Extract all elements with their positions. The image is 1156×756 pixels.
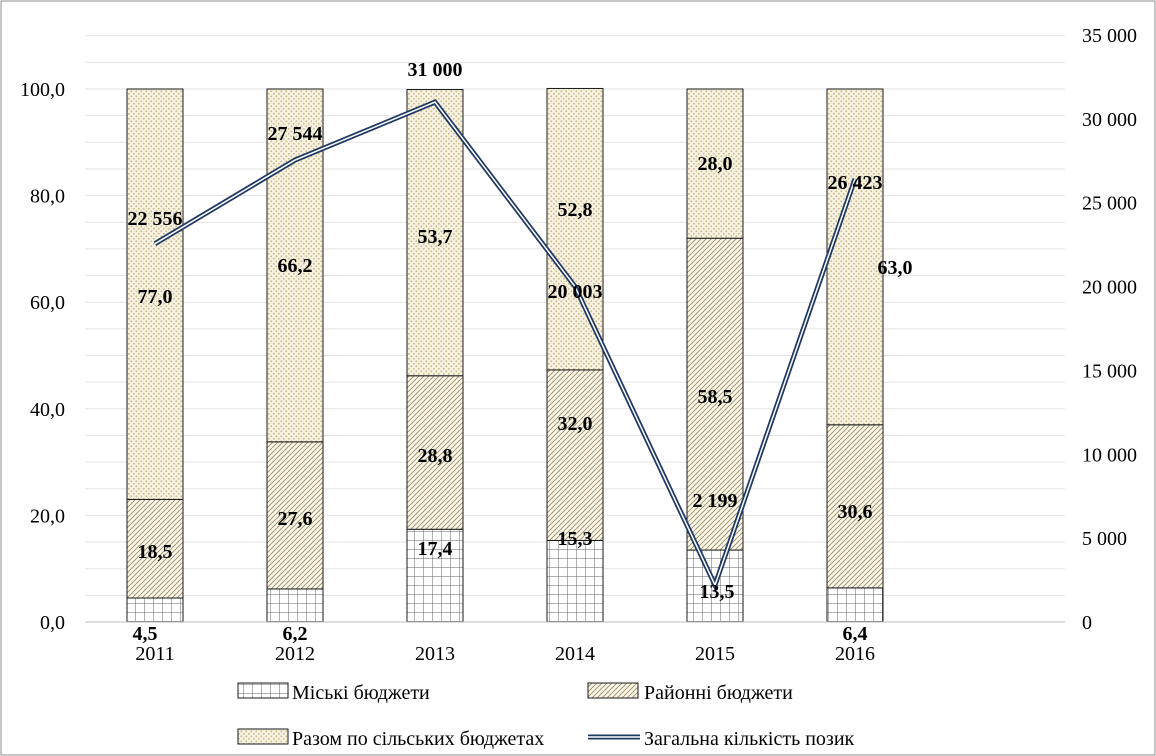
bar-segment <box>126 597 184 623</box>
legend-label: Районні бюджети <box>644 682 793 704</box>
bar-segment <box>266 88 324 443</box>
y-left-tick-label: 20,0 <box>30 505 65 527</box>
line-point-label: 20 003 <box>548 281 603 303</box>
bar-label: 28,8 <box>418 445 453 467</box>
bar-segment <box>826 88 884 426</box>
legend: Міські бюджети Районні бюджети Разом по сі… <box>237 682 855 750</box>
y-left-tick-label: 80,0 <box>30 186 65 208</box>
bar-label: 17,4 <box>418 538 453 560</box>
line-point-label: 2 199 <box>693 490 738 512</box>
legend-swatch <box>237 728 289 745</box>
x-tick-label: 2015 <box>695 643 735 665</box>
bar-segment <box>546 369 604 541</box>
data-labels: 4,5 6,2 17,4 15,3 13,5 6,4 18,5 27,6 28,8 32,0 58,… <box>128 59 913 645</box>
y-left-tick-label: 0,0 <box>40 612 65 634</box>
line-point-label: 31 000 <box>408 59 463 81</box>
bar-segment <box>546 539 604 623</box>
bar-segment <box>406 375 464 530</box>
bar-label: 66,2 <box>278 255 313 277</box>
x-tick-label: 2011 <box>135 643 174 665</box>
x-tick-label: 2014 <box>555 643 595 665</box>
bar-label: 53,7 <box>418 226 453 248</box>
bar-label: 15,3 <box>558 528 593 550</box>
bar-segment <box>826 587 884 623</box>
y-right-tick-label: 10 000 <box>1082 444 1137 466</box>
y-left-tick-label: 40,0 <box>30 399 65 421</box>
y-right-tick-label: 25 000 <box>1082 193 1137 215</box>
y-left-tick-label: 60,0 <box>30 292 65 314</box>
legend-swatch <box>587 682 639 699</box>
bar-label: 28,0 <box>698 153 733 175</box>
y-right-tick-label: 35 000 <box>1082 25 1137 47</box>
line-point-label: 27 544 <box>268 123 323 145</box>
bar-label: 77,0 <box>138 286 173 308</box>
legend-label: Разом по сільських бюджетах <box>292 728 544 750</box>
bar-label: 27,6 <box>278 508 313 530</box>
y-right-tick-label: 15 000 <box>1082 360 1137 382</box>
bar-label: 58,5 <box>698 386 733 408</box>
bar-segment <box>266 441 324 590</box>
bar-segment <box>406 89 464 377</box>
bar-segment <box>826 424 884 589</box>
bar-label: 30,6 <box>838 501 873 523</box>
y-right-tick-label: 30 000 <box>1082 109 1137 131</box>
line-point-label: 26 423 <box>828 172 883 194</box>
bar-label: 6,2 <box>283 623 308 645</box>
bar-label: 6,4 <box>843 623 868 645</box>
bar-segment <box>126 498 184 599</box>
bar-segment <box>686 88 744 239</box>
bar-label: 63,0 <box>878 257 913 279</box>
axes: 0,0 20,0 40,0 60,0 80,0 100,0 0 5 000 10 000 15 0… <box>20 25 1137 665</box>
legend-swatch <box>237 682 289 699</box>
y-left-tick-label: 100,0 <box>20 79 65 101</box>
bars <box>126 87 884 623</box>
bar-segment <box>266 588 324 623</box>
legend-label: Загальна кількість позик <box>644 728 855 750</box>
legend-label: Міські бюджети <box>292 682 430 704</box>
x-tick-label: 2012 <box>275 643 315 665</box>
x-tick-label: 2013 <box>415 643 455 665</box>
line-point-label: 22 556 <box>128 208 183 230</box>
y-right-tick-label: 5 000 <box>1082 528 1127 550</box>
bar-label: 13,5 <box>700 581 735 603</box>
line-series-inner <box>154 101 856 588</box>
y-right-tick-label: 0 <box>1082 612 1092 634</box>
bar-label: 4,5 <box>133 623 158 645</box>
line-series <box>153 99 858 592</box>
bar-segment <box>126 88 184 500</box>
bar-label: 52,8 <box>558 199 593 221</box>
bar-segment <box>406 528 464 623</box>
y-right-tick-label: 20 000 <box>1082 277 1137 299</box>
bar-segment <box>686 237 744 551</box>
x-tick-label: 2016 <box>835 643 875 665</box>
bar-label: 32,0 <box>558 413 593 435</box>
bar-label: 18,5 <box>138 541 173 563</box>
